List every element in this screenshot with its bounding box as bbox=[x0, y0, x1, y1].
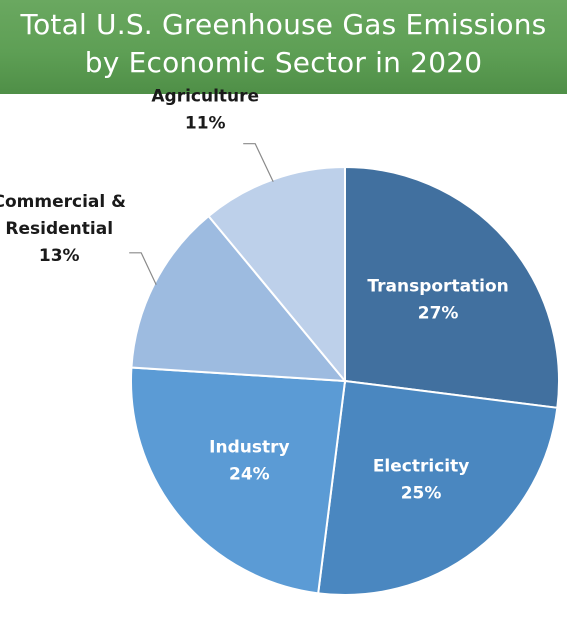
slice-label-electricity: Electricity bbox=[373, 457, 470, 477]
slice-value-commercial-and-residential: 13% bbox=[39, 246, 80, 266]
leader-line-agriculture bbox=[243, 143, 274, 182]
pie-slice-industry bbox=[130, 366, 347, 595]
slice-value-electricity: 25% bbox=[401, 484, 442, 504]
leader-lines bbox=[129, 143, 274, 286]
slice-label-commercial-and-residential-1: Commercial & bbox=[0, 192, 126, 212]
pie-slices bbox=[130, 165, 560, 596]
slice-value-transportation: 27% bbox=[418, 303, 459, 323]
title-banner: Total U.S. Greenhouse Gas Emissions by E… bbox=[0, 0, 567, 94]
slice-label-commercial-and-residential-2: Residential bbox=[5, 219, 113, 239]
leader-line-commercial-and-residential bbox=[129, 252, 157, 286]
pie-slice-commercial-and-residential bbox=[130, 214, 348, 383]
chart-title-line-1: Total U.S. Greenhouse Gas Emissions bbox=[20, 8, 547, 41]
pie-slice-electricity bbox=[317, 379, 559, 596]
slice-value-industry: 24% bbox=[229, 465, 270, 485]
pie-slice-transportation bbox=[344, 165, 560, 409]
slice-label-transportation: Transportation bbox=[367, 276, 508, 296]
slice-value-agriculture: 11% bbox=[185, 114, 226, 134]
chart-title-line-2: by Economic Sector in 2020 bbox=[84, 46, 483, 79]
slice-labels: Transportation 27% Electricity 25% Industry 2… bbox=[0, 87, 509, 504]
slice-label-industry: Industry bbox=[209, 438, 289, 458]
slice-label-agriculture: Agriculture bbox=[151, 87, 259, 107]
